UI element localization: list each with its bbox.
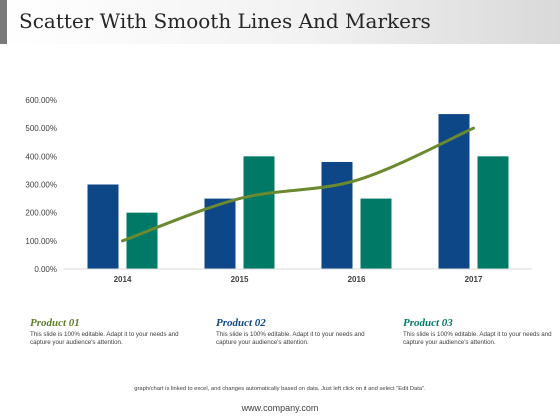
x-tick-label: 2017 bbox=[465, 275, 483, 284]
product-2: Product 02 This slide is 100% editable. … bbox=[216, 317, 366, 346]
y-tick-label: 400.00% bbox=[25, 152, 57, 161]
bar-2016-series-2 bbox=[360, 198, 392, 269]
product-1-description: This slide is 100% editable. Adapt it to… bbox=[30, 331, 179, 346]
title-accent bbox=[0, 0, 7, 44]
product-1: Product 01 This slide is 100% editable. … bbox=[30, 317, 180, 346]
y-tick-label: 0.00% bbox=[34, 265, 57, 274]
product-2-description: This slide is 100% editable. Adapt it to… bbox=[216, 331, 365, 346]
y-tick-label: 200.00% bbox=[25, 209, 57, 218]
bar-2015-series-2 bbox=[243, 156, 275, 269]
product-3: Product 03 This slide is 100% editable. … bbox=[403, 317, 553, 346]
bar-2014-series-1 bbox=[87, 184, 119, 269]
bar-2015-series-1 bbox=[204, 198, 236, 269]
product-3-title: Product 03 bbox=[403, 317, 453, 329]
x-tick-label: 2015 bbox=[231, 275, 249, 284]
product-3-description: This slide is 100% editable. Adapt it to… bbox=[403, 331, 552, 346]
title-bar: Scatter With Smooth Lines And Markers bbox=[0, 0, 560, 44]
footnote: graph/chart is linked to excel, and chan… bbox=[134, 386, 426, 392]
bar-2014-series-2 bbox=[126, 212, 158, 269]
y-tick-label: 100.00% bbox=[25, 237, 57, 246]
bar-2017-series-2 bbox=[477, 156, 509, 269]
smooth-line-series bbox=[121, 126, 475, 243]
product-2-title: Product 02 bbox=[216, 317, 266, 329]
website-url: www.company.com bbox=[241, 403, 319, 413]
bar-2017-series-1 bbox=[438, 114, 470, 269]
slide-title: Scatter With Smooth Lines And Markers bbox=[19, 9, 431, 33]
chart: 0.00% 100.00% 200.00% 300.00% 400.00% 500.00%… bbox=[25, 96, 532, 284]
product-1-title: Product 01 bbox=[30, 317, 80, 329]
y-tick-label: 300.00% bbox=[25, 181, 57, 190]
bar-2016-series-1 bbox=[321, 161, 353, 269]
x-tick-label: 2014 bbox=[114, 275, 132, 284]
y-tick-label: 500.00% bbox=[25, 124, 57, 133]
y-tick-label: 600.00% bbox=[25, 96, 57, 105]
x-tick-label: 2016 bbox=[348, 275, 366, 284]
